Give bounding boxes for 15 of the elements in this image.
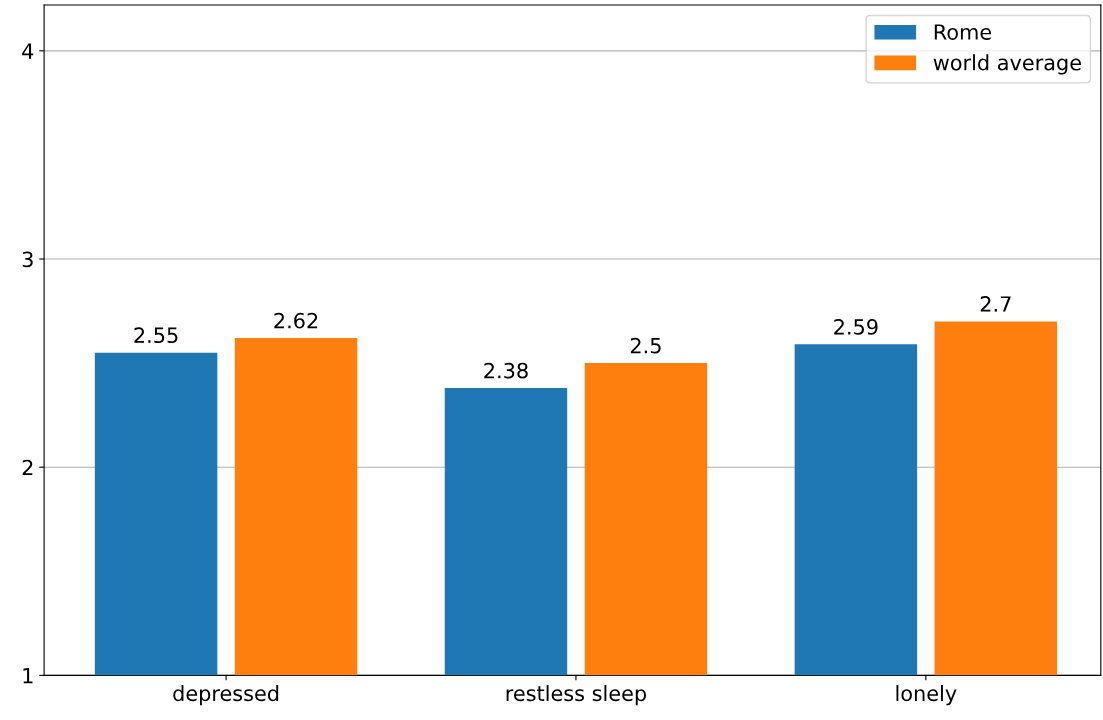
y-tick-label: 1 <box>23 668 33 684</box>
data-label: 2.38 <box>484 362 528 379</box>
data-label: 2.62 <box>274 312 318 329</box>
x-tick-label: depressed <box>173 685 279 706</box>
legend-label: world average <box>933 54 1081 75</box>
data-label: 2.59 <box>834 319 878 335</box>
data-label: 2.55 <box>134 327 178 344</box>
data-label: 2.5 <box>630 337 661 354</box>
legend-label: Rome <box>934 24 992 40</box>
y-tick-label: 2 <box>22 459 33 476</box>
x-tick-label: lonely <box>896 685 957 706</box>
x-tick-label: restless sleep <box>506 685 647 706</box>
data-label: 2.7 <box>980 296 1011 312</box>
y-tick-label: 4 <box>22 43 34 59</box>
y-tick-label: 3 <box>22 251 33 268</box>
